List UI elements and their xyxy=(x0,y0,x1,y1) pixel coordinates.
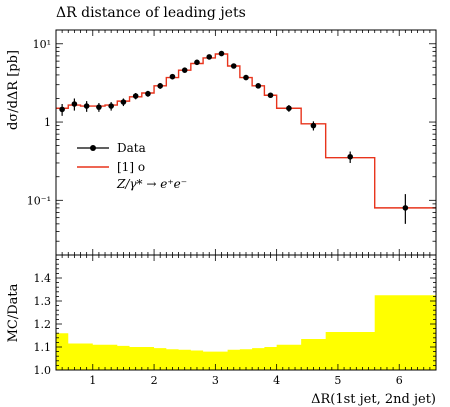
data-point xyxy=(181,67,188,73)
ratio-x-tick-label: 6 xyxy=(396,374,403,387)
data-point xyxy=(83,103,90,109)
main-y-tick-label: 1 xyxy=(44,116,51,129)
main-y-tick-label: 10¹ xyxy=(33,38,51,51)
ratio-x-tick-label: 3 xyxy=(212,374,219,387)
data-point xyxy=(267,92,274,99)
data-point xyxy=(230,63,237,69)
ratio-x-tick-label: 5 xyxy=(334,374,341,387)
ratio-y-axis-label: MC/Data xyxy=(6,283,21,342)
ratio-panel: 1 2 3 4 5 6 1.0 1.1 1.2 1.3 1.4 MC/Data ΔR(1st jet… xyxy=(6,254,437,407)
data-point xyxy=(194,59,200,66)
mc-step-line xyxy=(56,53,436,209)
data-point xyxy=(96,104,102,110)
data-point xyxy=(157,83,163,89)
data-point xyxy=(243,74,249,81)
data-point xyxy=(286,105,292,112)
ratio-x-tick-label: 1 xyxy=(89,374,96,387)
data-point xyxy=(347,153,353,160)
data-point xyxy=(145,90,151,97)
main-y-tick-label: 10⁻¹ xyxy=(27,194,51,207)
legend-mc-label: [1] o xyxy=(117,160,145,174)
ratio-x-tick-label: 4 xyxy=(273,374,280,387)
legend-data-marker xyxy=(90,145,96,151)
main-y-axis-label: dσ/dΔR [pb] xyxy=(6,50,21,130)
ratio-plot-frame xyxy=(55,254,437,371)
data-point xyxy=(132,93,139,99)
ratio-y-tick-label: 1.0 xyxy=(34,364,52,377)
data-point xyxy=(59,106,65,113)
data-point xyxy=(255,83,262,89)
chart-title: ΔR distance of leading jets xyxy=(56,5,246,21)
ratio-y-tick-label: 1.2 xyxy=(34,318,52,331)
legend: Data [1] o Z/γ* → e⁺e⁻ xyxy=(77,141,187,191)
data-point xyxy=(402,205,409,211)
data-point xyxy=(120,99,127,105)
data-point xyxy=(108,103,114,109)
main-data-layer xyxy=(56,50,436,224)
main-axes-layer: 10¹ 1 10⁻¹ xyxy=(27,30,436,256)
data-point xyxy=(310,122,317,129)
data-point xyxy=(206,54,213,60)
ratio-band xyxy=(56,295,436,370)
ratio-y-tick-label: 1.3 xyxy=(34,295,52,308)
main-panel: 10¹ 1 10⁻¹ dσ/dΔR [pb] xyxy=(6,29,437,256)
data-point xyxy=(71,101,78,107)
x-axis-label: ΔR(1st jet, 2nd jet) xyxy=(311,392,436,407)
legend-process-label: Z/γ* → e⁺e⁻ xyxy=(116,177,187,191)
main-plot-frame xyxy=(55,29,437,256)
ratio-x-tick-label: 2 xyxy=(151,374,158,387)
data-point xyxy=(218,50,225,57)
ratio-y-tick-label: 1.1 xyxy=(34,341,52,354)
data-point xyxy=(169,73,176,80)
ratio-y-tick-label: 1.4 xyxy=(34,272,52,285)
legend-data-label: Data xyxy=(117,141,146,155)
ratio-data-layer xyxy=(56,295,436,370)
